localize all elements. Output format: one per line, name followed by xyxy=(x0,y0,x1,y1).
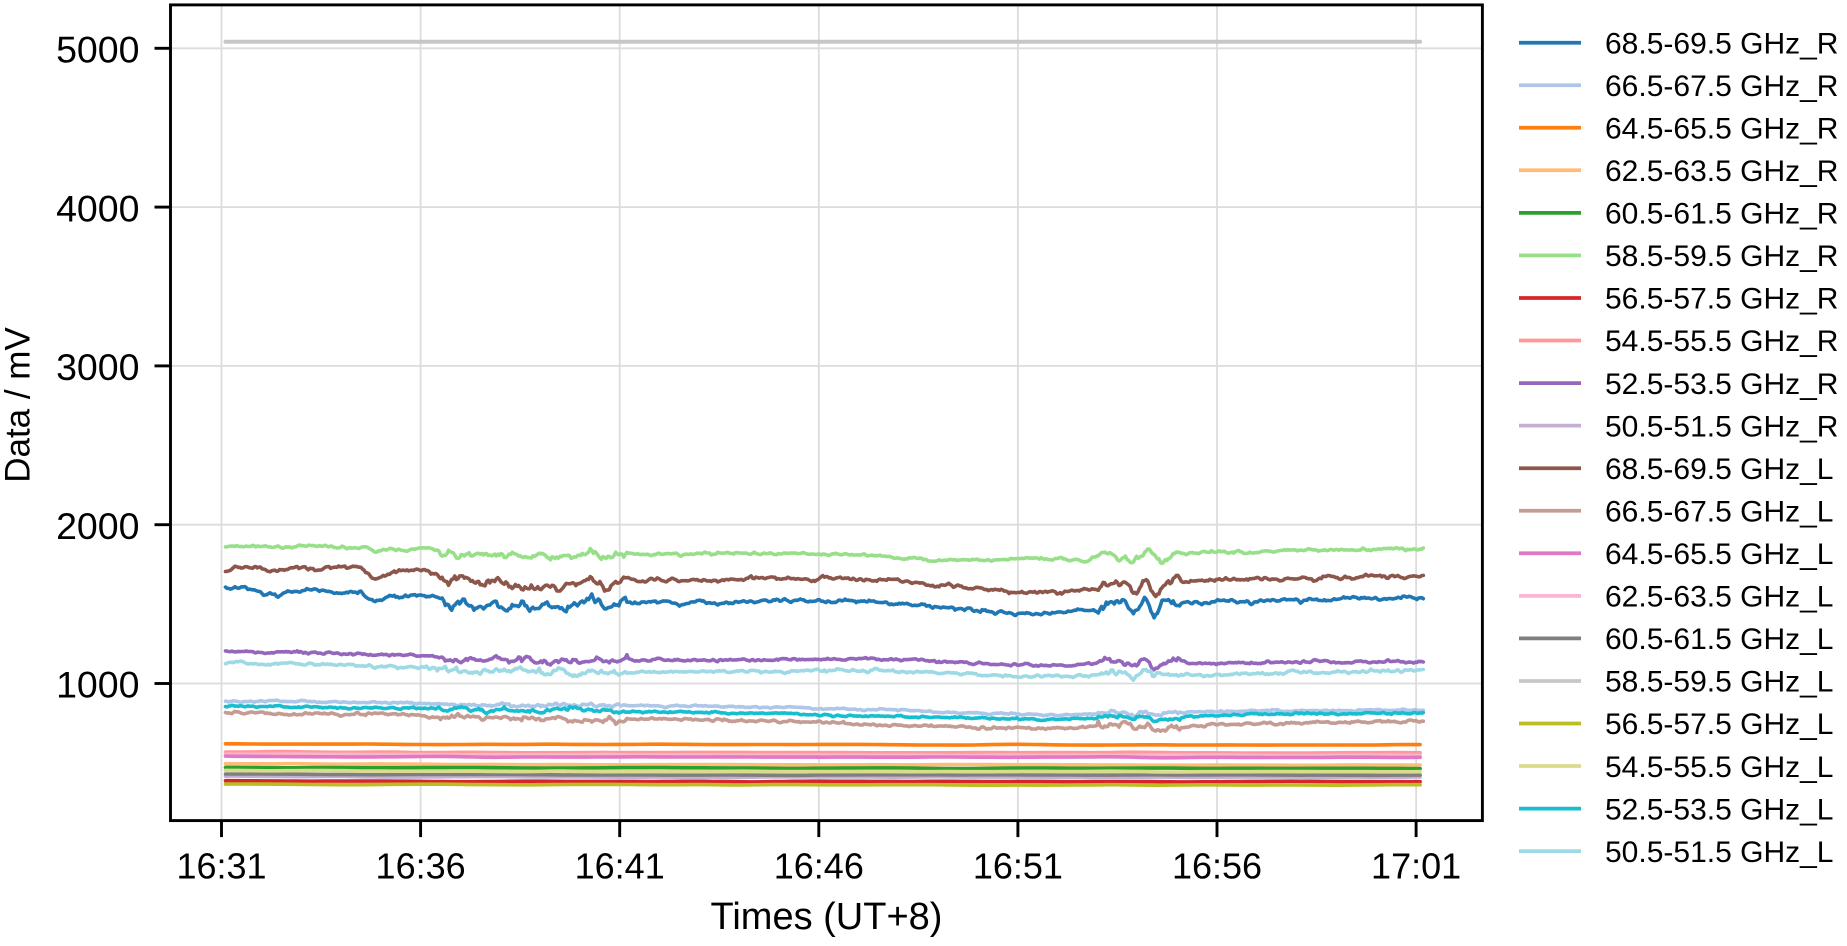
svg-text:62.5-63.5 GHz_R: 62.5-63.5 GHz_R xyxy=(1605,155,1838,188)
svg-text:1000: 1000 xyxy=(56,664,139,706)
svg-text:66.5-67.5 GHz_R: 66.5-67.5 GHz_R xyxy=(1605,70,1838,103)
svg-text:16:46: 16:46 xyxy=(774,846,864,887)
svg-text:56.5-57.5 GHz_R: 56.5-57.5 GHz_R xyxy=(1605,283,1838,316)
svg-text:68.5-69.5 GHz_L: 68.5-69.5 GHz_L xyxy=(1605,453,1833,486)
svg-text:54.5-55.5 GHz_L: 54.5-55.5 GHz_L xyxy=(1605,751,1833,784)
svg-text:4000: 4000 xyxy=(56,187,139,229)
svg-text:58.5-59.5 GHz_R: 58.5-59.5 GHz_R xyxy=(1605,240,1838,273)
svg-text:64.5-65.5 GHz_L: 64.5-65.5 GHz_L xyxy=(1605,538,1833,571)
svg-text:Data / mV: Data / mV xyxy=(0,327,38,483)
svg-text:50.5-51.5 GHz_R: 50.5-51.5 GHz_R xyxy=(1605,410,1838,443)
svg-text:52.5-53.5 GHz_R: 52.5-53.5 GHz_R xyxy=(1605,368,1838,401)
svg-text:58.5-59.5 GHz_L: 58.5-59.5 GHz_L xyxy=(1605,666,1833,699)
svg-text:54.5-55.5 GHz_R: 54.5-55.5 GHz_R xyxy=(1605,325,1838,358)
svg-text:68.5-69.5 GHz_R: 68.5-69.5 GHz_R xyxy=(1605,27,1838,60)
svg-text:5000: 5000 xyxy=(56,29,139,71)
svg-text:16:56: 16:56 xyxy=(1172,846,1262,887)
svg-text:16:41: 16:41 xyxy=(575,846,665,887)
svg-text:16:51: 16:51 xyxy=(973,846,1063,887)
svg-text:56.5-57.5 GHz_L: 56.5-57.5 GHz_L xyxy=(1605,708,1833,741)
svg-text:52.5-53.5 GHz_L: 52.5-53.5 GHz_L xyxy=(1605,793,1833,826)
svg-text:66.5-67.5 GHz_L: 66.5-67.5 GHz_L xyxy=(1605,495,1833,528)
svg-text:50.5-51.5 GHz_L: 50.5-51.5 GHz_L xyxy=(1605,836,1833,869)
svg-text:Times (UT+8): Times (UT+8) xyxy=(711,896,943,938)
svg-text:60.5-61.5 GHz_R: 60.5-61.5 GHz_R xyxy=(1605,198,1838,231)
svg-text:62.5-63.5 GHz_L: 62.5-63.5 GHz_L xyxy=(1605,581,1833,614)
svg-text:64.5-65.5 GHz_R: 64.5-65.5 GHz_R xyxy=(1605,113,1838,146)
svg-text:16:36: 16:36 xyxy=(376,846,466,887)
svg-text:60.5-61.5 GHz_L: 60.5-61.5 GHz_L xyxy=(1605,623,1833,656)
svg-text:17:01: 17:01 xyxy=(1371,846,1461,887)
svg-text:3000: 3000 xyxy=(56,346,139,388)
svg-text:2000: 2000 xyxy=(56,505,139,547)
svg-text:16:31: 16:31 xyxy=(176,846,266,887)
